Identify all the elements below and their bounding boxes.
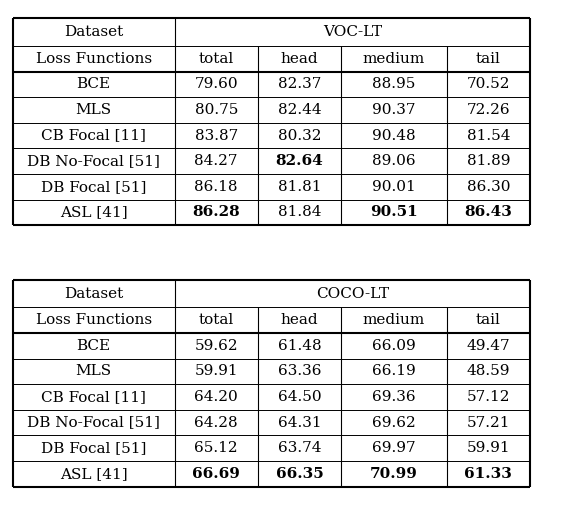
Text: total: total — [199, 52, 234, 66]
Text: 86.28: 86.28 — [192, 205, 240, 220]
Text: 66.19: 66.19 — [372, 364, 416, 379]
Text: medium: medium — [363, 52, 425, 66]
Text: Dataset: Dataset — [64, 25, 123, 39]
Text: 69.62: 69.62 — [372, 416, 416, 430]
Text: 64.50: 64.50 — [278, 390, 321, 404]
Text: CB Focal [11]: CB Focal [11] — [41, 390, 146, 404]
Text: 83.87: 83.87 — [195, 128, 238, 143]
Text: 63.36: 63.36 — [278, 364, 321, 379]
Text: 59.62: 59.62 — [195, 338, 238, 353]
Text: ASL [41]: ASL [41] — [60, 467, 127, 481]
Text: medium: medium — [363, 313, 425, 327]
Text: 59.91: 59.91 — [467, 441, 510, 455]
Text: 80.75: 80.75 — [195, 103, 238, 117]
Text: 82.44: 82.44 — [278, 103, 321, 117]
Text: 57.21: 57.21 — [467, 416, 510, 430]
Text: 82.37: 82.37 — [278, 77, 321, 91]
Text: DB Focal [51]: DB Focal [51] — [41, 441, 146, 455]
Text: DB Focal [51]: DB Focal [51] — [41, 180, 146, 194]
Text: 72.26: 72.26 — [467, 103, 510, 117]
Text: 81.89: 81.89 — [467, 154, 510, 168]
Text: Loss Functions: Loss Functions — [36, 52, 152, 66]
Text: head: head — [281, 52, 319, 66]
Text: 66.35: 66.35 — [276, 467, 324, 481]
Text: 82.64: 82.64 — [276, 154, 324, 168]
Text: 80.32: 80.32 — [278, 128, 321, 143]
Text: 90.37: 90.37 — [373, 103, 416, 117]
Text: 84.27: 84.27 — [195, 154, 238, 168]
Text: tail: tail — [476, 313, 501, 327]
Text: 64.20: 64.20 — [195, 390, 238, 404]
Text: 61.33: 61.33 — [464, 467, 513, 481]
Text: 66.69: 66.69 — [192, 467, 240, 481]
Text: 90.51: 90.51 — [370, 205, 418, 220]
Text: tail: tail — [476, 52, 501, 66]
Text: 49.47: 49.47 — [467, 338, 510, 353]
Text: 86.18: 86.18 — [195, 180, 238, 194]
Text: MLS: MLS — [76, 103, 111, 117]
Text: COCO-LT: COCO-LT — [316, 287, 389, 300]
Text: CB Focal [11]: CB Focal [11] — [41, 128, 146, 143]
Text: 70.52: 70.52 — [467, 77, 510, 91]
Text: BCE: BCE — [76, 77, 111, 91]
Text: 64.31: 64.31 — [278, 416, 321, 430]
Text: 81.84: 81.84 — [278, 205, 321, 220]
Text: 66.09: 66.09 — [372, 338, 416, 353]
Text: DB No-Focal [51]: DB No-Focal [51] — [27, 154, 160, 168]
Text: MLS: MLS — [76, 364, 111, 379]
Text: 70.99: 70.99 — [370, 467, 418, 481]
Text: VOC-LT: VOC-LT — [323, 25, 382, 39]
Text: 61.48: 61.48 — [278, 338, 321, 353]
Text: 79.60: 79.60 — [195, 77, 238, 91]
Text: 90.01: 90.01 — [372, 180, 416, 194]
Text: 63.74: 63.74 — [278, 441, 321, 455]
Text: 65.12: 65.12 — [195, 441, 238, 455]
Text: BCE: BCE — [76, 338, 111, 353]
Text: 90.48: 90.48 — [372, 128, 416, 143]
Text: 86.30: 86.30 — [467, 180, 510, 194]
Text: 86.43: 86.43 — [464, 205, 513, 220]
Text: 64.28: 64.28 — [195, 416, 238, 430]
Text: 88.95: 88.95 — [373, 77, 416, 91]
Text: total: total — [199, 313, 234, 327]
Text: 48.59: 48.59 — [467, 364, 510, 379]
Text: ASL [41]: ASL [41] — [60, 205, 127, 220]
Text: head: head — [281, 313, 319, 327]
Text: 89.06: 89.06 — [372, 154, 416, 168]
Text: 57.12: 57.12 — [467, 390, 510, 404]
Text: 69.36: 69.36 — [372, 390, 416, 404]
Text: 69.97: 69.97 — [372, 441, 416, 455]
Text: 81.54: 81.54 — [467, 128, 510, 143]
Text: Loss Functions: Loss Functions — [36, 313, 152, 327]
Text: 81.81: 81.81 — [278, 180, 321, 194]
Text: Dataset: Dataset — [64, 287, 123, 300]
Text: DB No-Focal [51]: DB No-Focal [51] — [27, 416, 160, 430]
Text: 59.91: 59.91 — [195, 364, 238, 379]
